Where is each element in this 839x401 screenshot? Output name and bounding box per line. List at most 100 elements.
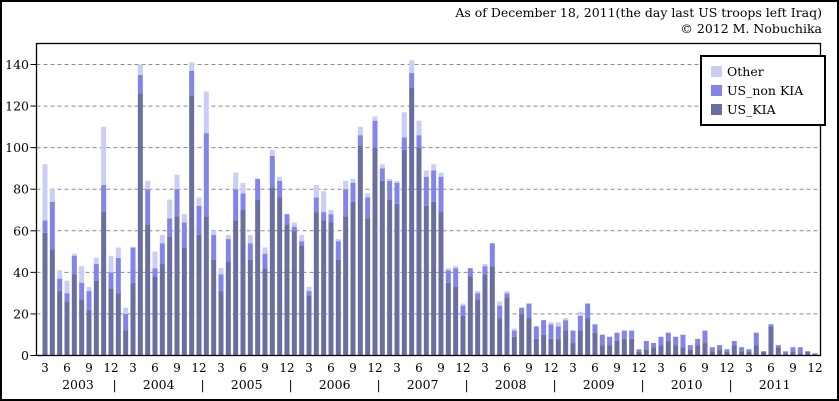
- bar-segment-us-non-kia: [79, 282, 85, 300]
- legend-swatch-other-icon: [711, 66, 722, 77]
- bar-segment-us-non-kia: [299, 241, 305, 246]
- bar-segment-other: [372, 116, 378, 121]
- bar-segment-us-kia: [489, 266, 495, 356]
- bar-segment-other: [93, 257, 99, 265]
- bar-segment-us-kia: [724, 351, 730, 356]
- bar-segment-us-kia: [607, 345, 613, 356]
- bar-segment-us-non-kia: [269, 155, 275, 188]
- chart-copyright: © 2012 M. Nobuchika: [680, 21, 822, 36]
- bar-segment-us-non-kia: [233, 189, 239, 221]
- bar-segment-us-kia: [174, 216, 180, 356]
- x-axis-year-label: 2007: [407, 377, 439, 392]
- y-axis-label: 20: [13, 306, 29, 321]
- bar-segment-us-non-kia: [702, 330, 708, 344]
- bar-segment-us-kia: [313, 212, 319, 356]
- bar-segment-other: [409, 60, 415, 73]
- bar-segment-us-kia: [167, 237, 173, 356]
- bar-segment-us-non-kia: [665, 332, 671, 341]
- bar-segment-us-non-kia: [783, 351, 789, 354]
- y-axis-label: 140: [5, 57, 29, 72]
- bar-segment-us-non-kia: [416, 135, 422, 148]
- x-axis-month-label: 12: [191, 361, 206, 375]
- bar-segment-us-non-kia: [167, 218, 173, 238]
- x-axis-month-label: 12: [719, 361, 734, 375]
- bar-segment-us-kia: [255, 199, 261, 356]
- bar-segment-other: [115, 247, 121, 258]
- bar-segment-us-kia: [203, 216, 209, 356]
- bar-segment-us-non-kia: [196, 205, 202, 235]
- bar-segment-us-kia: [130, 282, 136, 356]
- bar-segment-us-non-kia: [159, 243, 165, 265]
- bar-segment-us-non-kia: [174, 189, 180, 217]
- bar-segment-us-non-kia: [321, 212, 327, 221]
- legend-label-other: Other: [727, 64, 764, 79]
- bar-segment-us-non-kia: [687, 345, 693, 350]
- bar-segment-us-non-kia: [658, 336, 664, 346]
- bar-segment-us-non-kia: [585, 303, 591, 319]
- bar-segment-other: [555, 322, 561, 327]
- bar-segment-us-kia: [775, 347, 781, 356]
- bar-segment-other: [357, 126, 363, 136]
- bar-segment-us-kia: [423, 205, 429, 356]
- bar-segment-us-non-kia: [643, 340, 649, 350]
- bar-segment-other: [196, 197, 202, 206]
- bar-segment-us-kia: [665, 340, 671, 356]
- x-axis-month-label: 6: [151, 361, 159, 375]
- bar-segment-us-non-kia: [328, 214, 334, 223]
- x-axis-month-label: 9: [173, 361, 181, 375]
- bar-segment-us-kia: [321, 220, 327, 356]
- x-axis-month-label: 12: [367, 361, 382, 375]
- bar-segment-other: [423, 170, 429, 177]
- bar-segment-us-kia: [64, 301, 70, 356]
- bar-segment-us-non-kia: [357, 135, 363, 146]
- bar-segment-us-non-kia: [489, 243, 495, 267]
- bar-segment-us-non-kia: [313, 197, 319, 213]
- bar-segment-us-kia: [658, 345, 664, 356]
- bar-segment-us-non-kia: [211, 234, 217, 260]
- bar-segment-us-non-kia: [651, 343, 657, 348]
- x-axis-month-label: 9: [613, 361, 621, 375]
- bar-segment-us-non-kia: [570, 330, 576, 344]
- bar-segment-other: [321, 191, 327, 213]
- bar-segment-us-kia: [753, 345, 759, 356]
- bar-segment-us-kia: [218, 291, 224, 356]
- bar-segment-us-kia: [57, 291, 63, 356]
- x-axis-year-separator: |: [377, 377, 381, 392]
- bar-segment-us-kia: [783, 353, 789, 356]
- bar-segment-us-non-kia: [277, 180, 283, 198]
- bar-segment-us-kia: [599, 345, 605, 356]
- bar-segment-us-kia: [497, 318, 503, 356]
- x-axis-year-label: 2011: [759, 377, 791, 392]
- bar-segment-us-non-kia: [709, 347, 715, 352]
- bar-segment-us-kia: [115, 293, 121, 356]
- bar-segment-other: [174, 174, 180, 190]
- bar-segment-other: [49, 189, 55, 202]
- bar-segment-us-non-kia: [93, 264, 99, 281]
- bar-segment-us-non-kia: [621, 330, 627, 339]
- bar-segment-us-non-kia: [152, 268, 158, 277]
- bar-segment-us-non-kia: [306, 291, 312, 296]
- bar-segment-other: [511, 328, 517, 331]
- y-axis-label: 120: [5, 99, 29, 114]
- bar-segment-us-non-kia: [115, 257, 121, 294]
- x-axis-year-separator: |: [465, 377, 469, 392]
- bar-segment-us-non-kia: [548, 324, 554, 339]
- x-axis-month-label: 3: [305, 361, 313, 375]
- bar-segment-us-non-kia: [511, 330, 517, 337]
- bar-segment-us-non-kia: [599, 334, 605, 346]
- bar-segment-us-non-kia: [790, 347, 796, 352]
- bar-segment-other: [203, 91, 209, 134]
- bar-segment-us-non-kia: [409, 72, 415, 88]
- bar-segment-us-kia: [86, 309, 92, 356]
- bar-segment-us-kia: [350, 201, 356, 356]
- x-axis-month-label: 9: [525, 361, 533, 375]
- bar-segment-us-kia: [453, 286, 459, 356]
- bar-segment-us-kia: [680, 347, 686, 356]
- bar-segment-us-kia: [343, 216, 349, 356]
- bar-segment-us-non-kia: [218, 274, 224, 292]
- bar-segment-us-non-kia: [431, 170, 437, 202]
- bar-segment-other: [431, 164, 437, 171]
- bar-segment-us-kia: [394, 203, 400, 356]
- bar-segment-other: [306, 286, 312, 292]
